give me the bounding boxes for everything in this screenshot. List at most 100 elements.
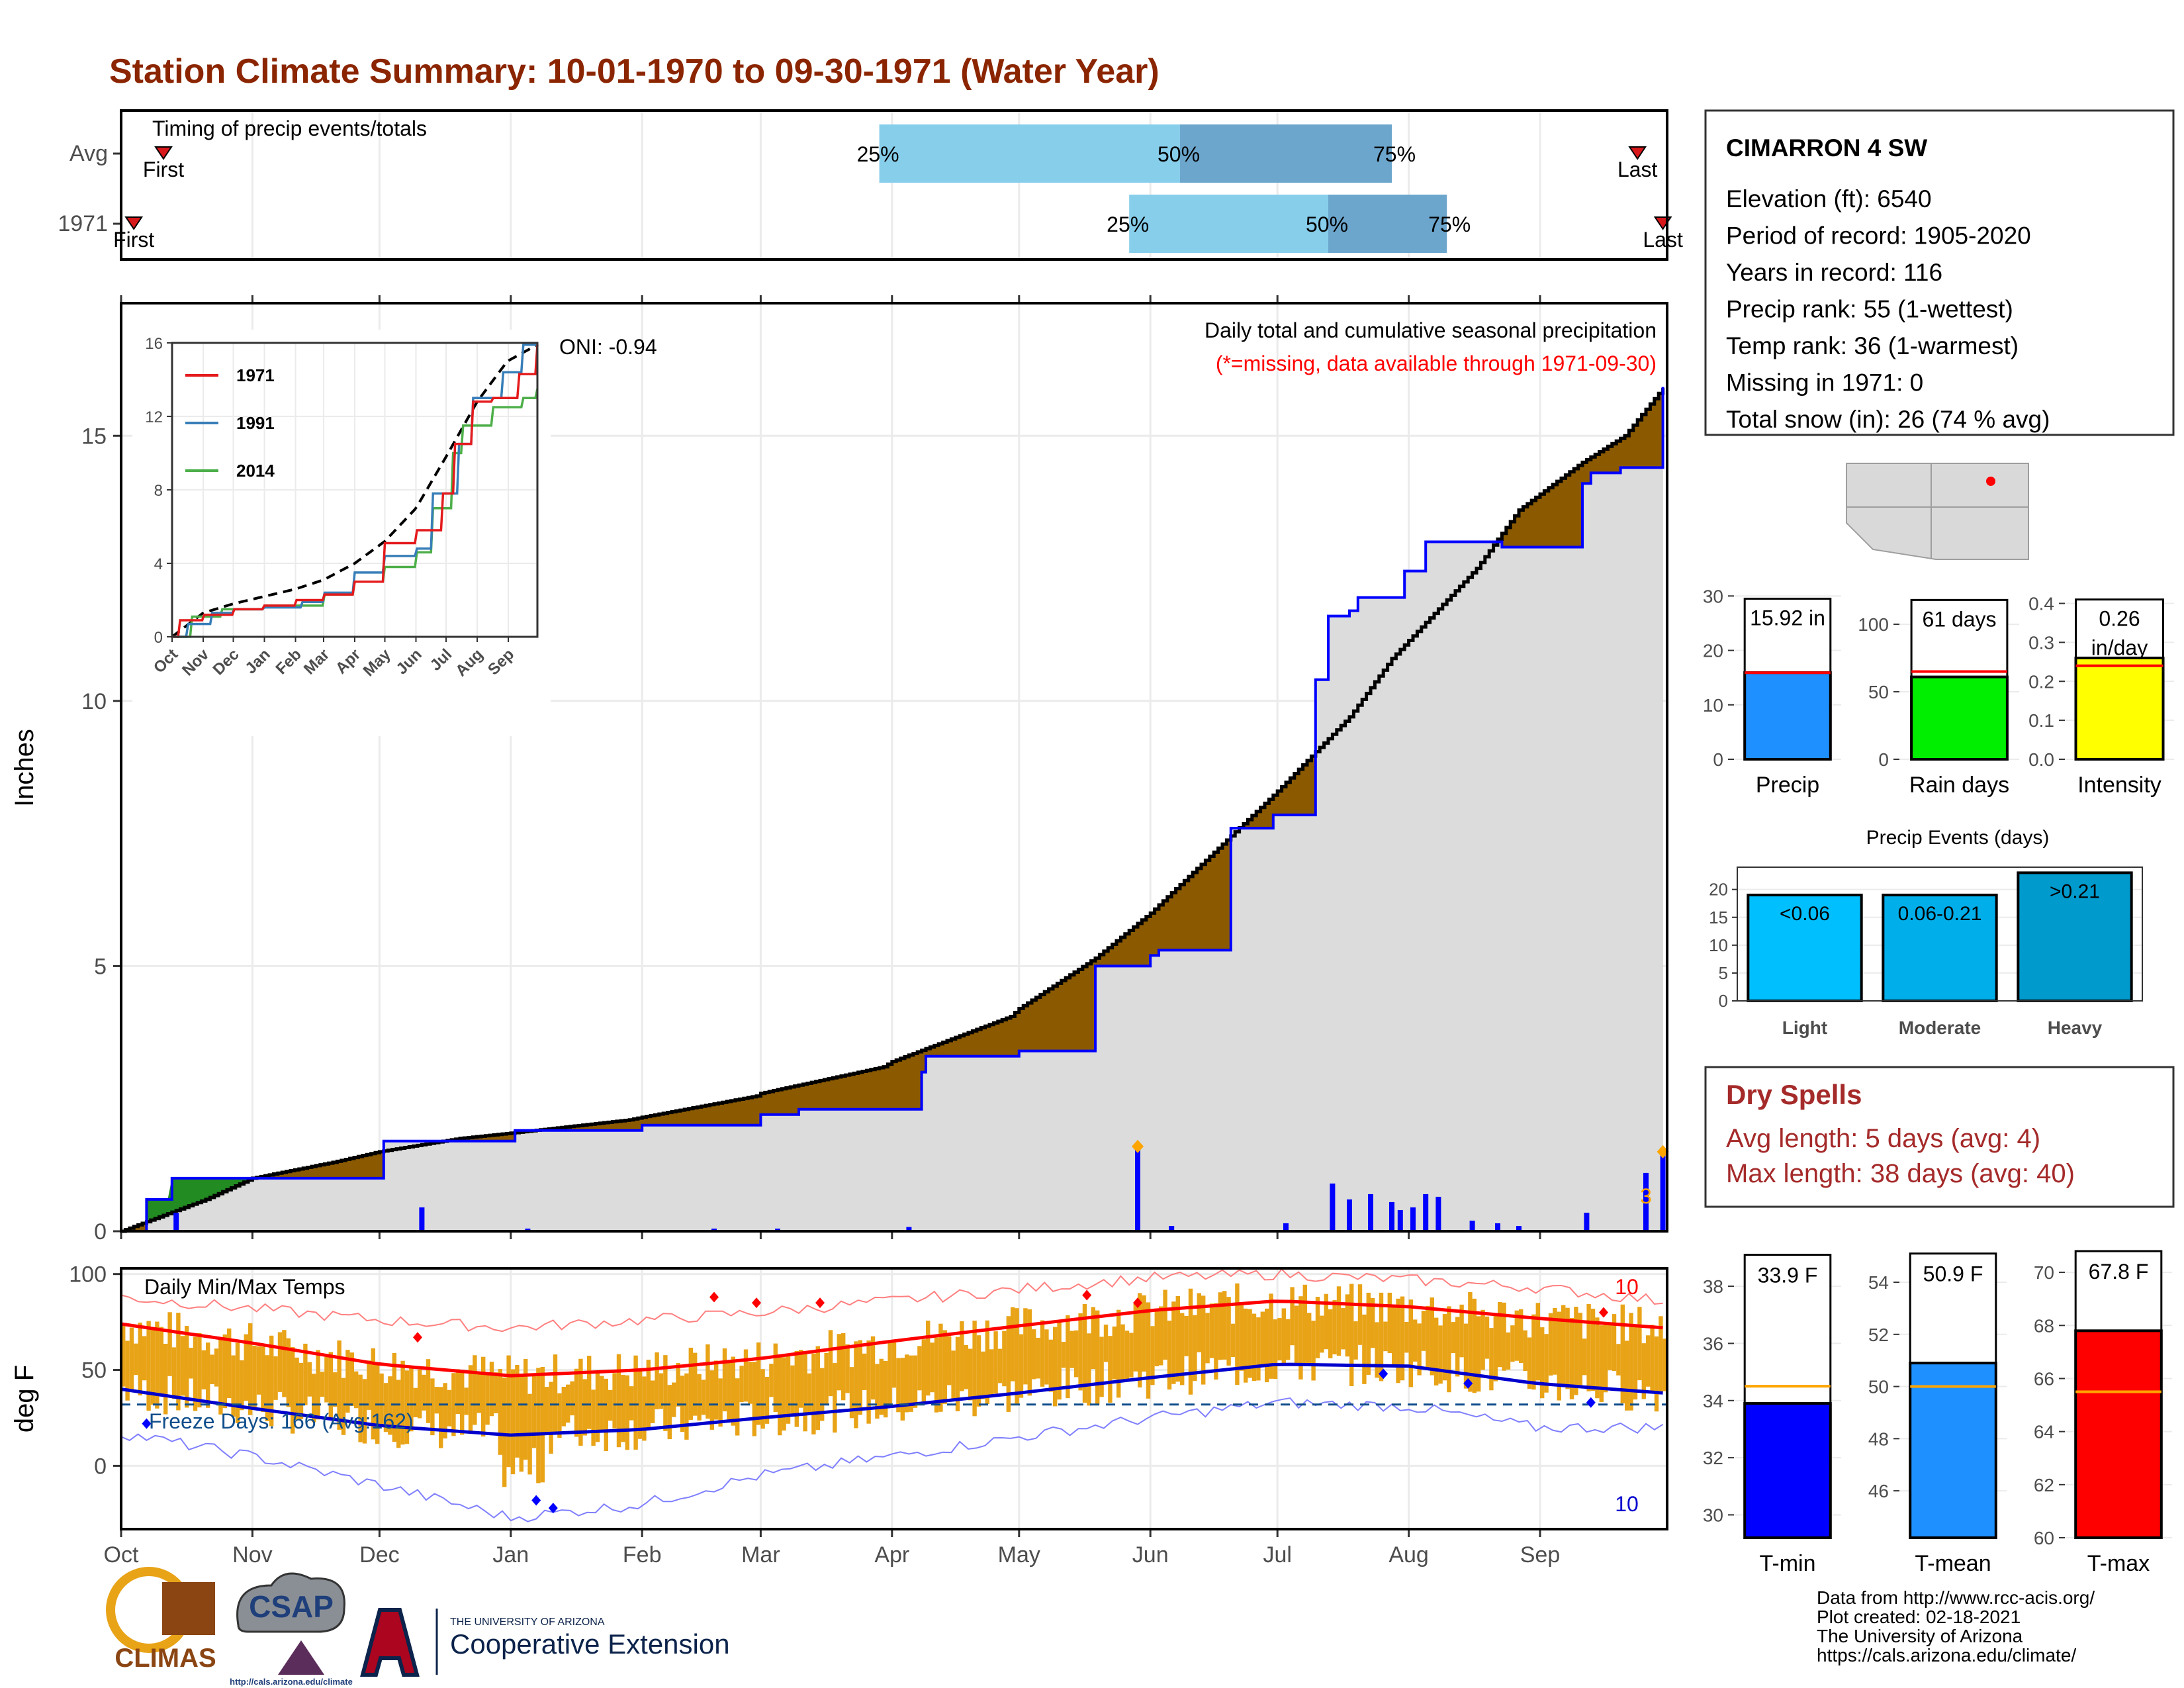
daily-temp-bar: [206, 1342, 210, 1408]
inset-legend-label: 1991: [236, 413, 275, 433]
daily-temp-bar: [693, 1352, 698, 1416]
daily-temp-bar: [1112, 1326, 1116, 1380]
daily-temp-bar: [1641, 1343, 1646, 1399]
daily-temp-bar: [134, 1343, 138, 1376]
daily-temp-bar: [824, 1352, 829, 1405]
precip-ytick-label: 10: [81, 689, 107, 714]
daily-temp-bar: [833, 1363, 837, 1433]
daily-temp-bar: [409, 1368, 414, 1432]
daily-temp-bar: [1633, 1327, 1638, 1400]
small-chart-bar: [1910, 675, 2009, 761]
daily-temp-bar: [667, 1385, 672, 1440]
daily-temp-bar: [600, 1376, 604, 1431]
daily-temp-bar: [333, 1372, 338, 1407]
record-max-marker: [752, 1297, 761, 1309]
daily-temp-bar: [684, 1373, 689, 1440]
daily-temp-bar: [163, 1343, 168, 1415]
daily-temp-bar: [820, 1368, 825, 1421]
daily-temp-bar: [934, 1337, 939, 1413]
station-info-line: Temp rank: 36 (1-warmest): [1726, 332, 2019, 359]
daily-temp-bar: [413, 1387, 418, 1417]
daily-temp-bar: [1244, 1308, 1248, 1383]
daily-temp-bar: [400, 1360, 405, 1445]
temp-bar-value-label: 50.9 F: [1923, 1262, 1983, 1286]
oni-label: ONI: -0.94: [559, 335, 657, 359]
daily-temp-bar: [180, 1336, 185, 1396]
daily-temp-bar: [561, 1387, 566, 1427]
daily-temp-bar: [1349, 1284, 1354, 1386]
daily-temp-bar: [1582, 1338, 1587, 1376]
daily-temp-bar: [252, 1345, 257, 1409]
daily-temp-bar: [849, 1367, 854, 1419]
inset-frame: [171, 342, 539, 638]
daily-temp-bar: [735, 1378, 740, 1436]
inset-ytick-label: 8: [154, 482, 163, 500]
station-location-dot: [1986, 477, 1995, 486]
daily-temp-bar: [256, 1346, 261, 1395]
temp-bar: [2074, 1329, 2163, 1540]
temp-bar-ytick-label: 46: [1868, 1481, 1889, 1501]
daily-temp-bar: [1218, 1292, 1222, 1360]
daily-temp-bar: [764, 1376, 770, 1424]
average-min-line: [120, 1362, 1663, 1437]
month-label: Mar: [741, 1542, 780, 1568]
daily-temp-bar: [159, 1327, 163, 1395]
inset-ytick-label: 12: [145, 408, 163, 426]
daily-temp-bar: [1235, 1283, 1240, 1385]
daily-temp-bar: [1251, 1313, 1257, 1382]
daily-temp-bar: [146, 1321, 151, 1411]
events-title: Precip Events (days): [1866, 827, 2050, 849]
max-extreme-count: 10: [1615, 1275, 1639, 1299]
daily-precip-bar: [1435, 1196, 1441, 1231]
daily-temp-bar: [815, 1346, 820, 1430]
timing-label: Timing of precip events/totals: [152, 117, 427, 140]
temp-bar-value-label: 67.8 F: [2089, 1260, 2149, 1284]
daily-temp-bar: [705, 1344, 710, 1419]
daily-temp-bar: [1650, 1325, 1655, 1393]
daily-temp-bar: [1124, 1331, 1130, 1381]
daily-temp-bar: [909, 1355, 913, 1412]
daily-temp-bar: [443, 1383, 447, 1439]
daily-temp-bar: [142, 1336, 147, 1381]
small-chart-ytick-label: 0: [1878, 749, 1889, 770]
daily-temp-bar: [553, 1354, 558, 1433]
daily-temp-bar: [358, 1374, 363, 1442]
page-title: Station Climate Summary: 10-01-1970 to 0…: [109, 52, 1160, 91]
daily-temp-bar: [354, 1371, 359, 1409]
locator-map-region: [1846, 463, 2029, 560]
daily-temp-bar: [515, 1364, 520, 1458]
daily-temp-bar: [489, 1362, 494, 1417]
month-label: Aug: [1388, 1542, 1429, 1568]
small-chart-name: Rain days: [1909, 773, 2009, 798]
dry-spells-box: [1704, 1066, 2175, 1208]
daily-temp-bar: [1625, 1340, 1629, 1411]
daily-temp-bar: [722, 1348, 727, 1412]
temp-bar-value-box: [1909, 1252, 1997, 1364]
events-frame: [1737, 867, 2143, 1002]
daily-temp-bar: [782, 1357, 786, 1431]
daily-temp-bar: [1108, 1336, 1113, 1403]
small-chart-value-box: [2075, 598, 2164, 659]
daily-temp-bar: [473, 1355, 477, 1425]
daily-temp-bar: [1036, 1337, 1040, 1379]
daily-temp-bar: [858, 1340, 862, 1415]
temp-bar-ytick-label: 68: [2034, 1315, 2054, 1336]
daily-temp-bar: [1659, 1316, 1663, 1393]
daily-temp-bar: [171, 1347, 177, 1399]
daily-precip-bar: [1469, 1220, 1475, 1231]
daily-temp-bar: [709, 1370, 714, 1430]
daily-temp-bar: [418, 1369, 422, 1419]
daily-temp-bar: [676, 1362, 680, 1407]
daily-temp-bar: [875, 1364, 880, 1419]
daily-temp-bar: [845, 1344, 850, 1393]
daily-temp-bar: [1040, 1320, 1045, 1387]
daily-temp-bar: [1341, 1308, 1345, 1350]
daily-temp-bar: [1027, 1309, 1032, 1396]
daily-temp-bar: [1294, 1305, 1299, 1365]
daily-temp-bar: [404, 1370, 410, 1444]
month-label: Nov: [232, 1542, 272, 1568]
daily-temp-bar: [1281, 1308, 1286, 1364]
daily-temp-bar: [273, 1356, 278, 1400]
month-label: Jan: [492, 1542, 529, 1568]
